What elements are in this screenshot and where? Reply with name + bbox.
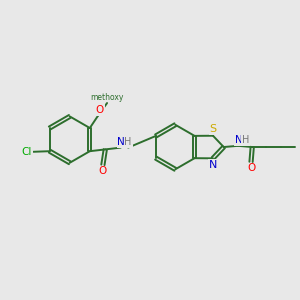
Text: N: N bbox=[118, 137, 125, 147]
Text: H: H bbox=[242, 136, 249, 146]
Text: O: O bbox=[98, 167, 106, 176]
Text: S: S bbox=[209, 124, 217, 134]
Text: O: O bbox=[247, 164, 255, 173]
Text: O: O bbox=[96, 105, 104, 115]
Text: Cl: Cl bbox=[22, 147, 32, 157]
Text: N: N bbox=[235, 136, 242, 146]
Text: H: H bbox=[124, 137, 132, 147]
Text: N: N bbox=[209, 160, 217, 170]
Text: methoxy: methoxy bbox=[90, 93, 124, 102]
